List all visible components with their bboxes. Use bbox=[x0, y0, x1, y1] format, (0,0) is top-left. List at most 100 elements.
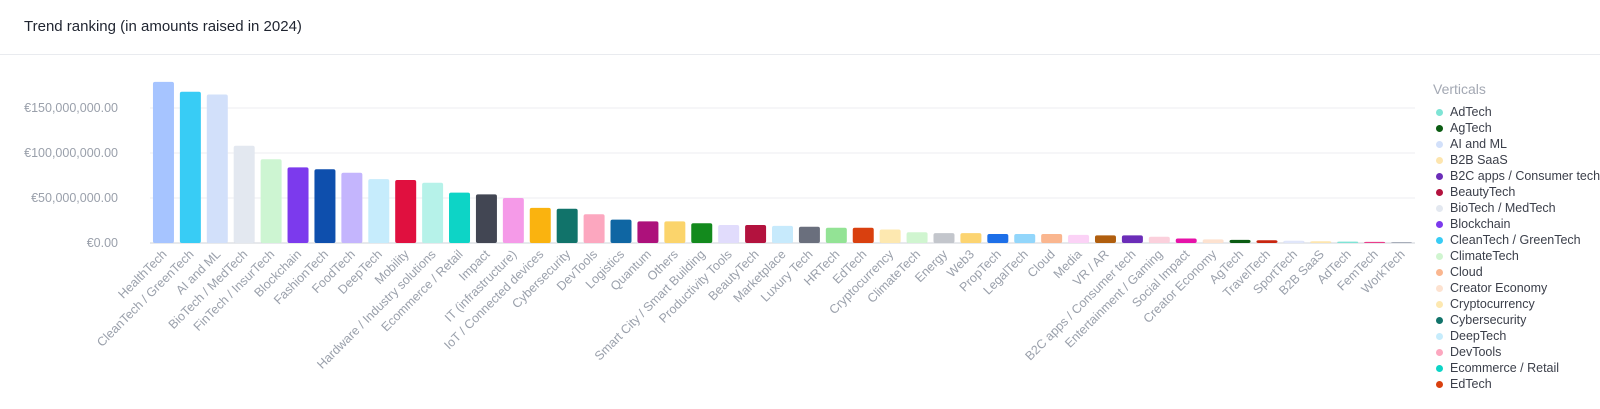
bar[interactable] bbox=[475, 194, 497, 243]
bar[interactable] bbox=[1068, 234, 1090, 243]
chart-header: Trend ranking (in amounts raised in 2024… bbox=[0, 0, 1600, 55]
legend-item-label: DevTools bbox=[1450, 345, 1502, 359]
legend-item[interactable]: BioTech / MedTech bbox=[1433, 200, 1600, 216]
legend-items: AdTech AgTech AI and ML B2B SaaS B2C apps / … bbox=[1433, 104, 1600, 392]
bar[interactable] bbox=[610, 219, 632, 243]
legend-dot-icon bbox=[1436, 252, 1443, 260]
legend-dot-icon bbox=[1436, 364, 1443, 372]
bar[interactable] bbox=[825, 227, 847, 243]
legend-title: Verticals bbox=[1433, 81, 1486, 97]
bar[interactable] bbox=[1041, 234, 1063, 243]
bar[interactable] bbox=[395, 180, 417, 243]
legend-item-label: Blockchain bbox=[1450, 217, 1511, 231]
bar[interactable] bbox=[260, 159, 282, 243]
legend: Verticals AdTech AgTech AI and ML B2B SaaS B… bbox=[1433, 80, 1600, 409]
legend-item-label: ClimateTech bbox=[1450, 249, 1519, 263]
chart-title: Trend ranking (in amounts raised in 2024… bbox=[24, 18, 302, 35]
bar[interactable] bbox=[1364, 241, 1386, 243]
bar[interactable] bbox=[422, 182, 444, 243]
legend-dot-icon bbox=[1436, 188, 1443, 196]
legend-item[interactable]: AgTech bbox=[1433, 120, 1600, 136]
legend-dot-icon bbox=[1436, 284, 1443, 292]
legend-item[interactable]: Ecommerce / Retail bbox=[1433, 360, 1600, 376]
bar[interactable] bbox=[314, 169, 336, 243]
bar[interactable] bbox=[206, 94, 228, 244]
legend-dot-icon bbox=[1436, 172, 1443, 180]
bar[interactable] bbox=[987, 234, 1009, 243]
legend-item[interactable]: DevTools bbox=[1433, 344, 1600, 360]
bar[interactable] bbox=[960, 233, 982, 243]
legend-item-label: Cloud bbox=[1450, 265, 1483, 279]
bar[interactable] bbox=[1148, 236, 1170, 243]
legend-item[interactable]: AdTech bbox=[1433, 104, 1600, 120]
legend-item[interactable]: B2C apps / Consumer tech bbox=[1433, 168, 1600, 184]
bar[interactable] bbox=[1256, 240, 1278, 243]
legend-item[interactable]: EdTech bbox=[1433, 376, 1600, 392]
bar[interactable] bbox=[1014, 234, 1036, 243]
legend-item[interactable]: Creator Economy bbox=[1433, 280, 1600, 296]
bar[interactable] bbox=[637, 221, 659, 243]
bar[interactable] bbox=[933, 233, 955, 243]
y-tick-label: €0.00 bbox=[87, 236, 118, 250]
bar[interactable] bbox=[529, 207, 551, 243]
legend-item-label: AI and ML bbox=[1450, 137, 1507, 151]
bar[interactable] bbox=[852, 227, 874, 243]
bar[interactable] bbox=[556, 208, 578, 243]
bar[interactable] bbox=[233, 145, 255, 243]
bar[interactable] bbox=[906, 232, 928, 243]
bar[interactable] bbox=[179, 91, 201, 243]
legend-item[interactable]: DeepTech bbox=[1433, 328, 1600, 344]
bar[interactable] bbox=[691, 223, 713, 243]
bar[interactable] bbox=[287, 167, 309, 243]
y-tick-label: €150,000,000.00 bbox=[24, 101, 118, 115]
legend-dot-icon bbox=[1436, 332, 1443, 340]
legend-item[interactable]: Blockchain bbox=[1433, 216, 1600, 232]
bar[interactable] bbox=[664, 221, 686, 243]
legend-dot-icon bbox=[1436, 236, 1443, 244]
bar[interactable] bbox=[1310, 241, 1332, 243]
legend-item-label: AdTech bbox=[1450, 105, 1492, 119]
bar[interactable] bbox=[1391, 242, 1413, 243]
bar[interactable] bbox=[1094, 235, 1116, 243]
legend-item[interactable]: ClimateTech bbox=[1433, 248, 1600, 264]
legend-item-label: Cybersecurity bbox=[1450, 313, 1527, 327]
bar[interactable] bbox=[1337, 241, 1359, 243]
legend-item[interactable]: B2B SaaS bbox=[1433, 152, 1600, 168]
y-tick-label: €100,000,000.00 bbox=[24, 146, 118, 160]
bar[interactable] bbox=[502, 198, 524, 243]
bar[interactable] bbox=[879, 229, 901, 244]
bar[interactable] bbox=[745, 225, 767, 243]
legend-item[interactable]: CleanTech / GreenTech bbox=[1433, 232, 1600, 248]
legend-dot-icon bbox=[1436, 156, 1443, 164]
bar[interactable] bbox=[1121, 235, 1143, 243]
legend-dot-icon bbox=[1436, 204, 1443, 212]
legend-dot-icon bbox=[1436, 316, 1443, 324]
legend-dot-icon bbox=[1436, 220, 1443, 228]
bar[interactable] bbox=[772, 225, 793, 243]
bar[interactable] bbox=[1283, 240, 1305, 243]
bar[interactable] bbox=[798, 226, 820, 243]
bar[interactable] bbox=[368, 179, 390, 243]
bar[interactable] bbox=[341, 172, 363, 243]
legend-item[interactable]: Cryptocurrency bbox=[1433, 296, 1600, 312]
bar[interactable] bbox=[152, 81, 174, 244]
legend-item[interactable]: Cloud bbox=[1433, 264, 1600, 280]
bar[interactable] bbox=[1229, 239, 1251, 243]
bar[interactable] bbox=[449, 192, 471, 243]
legend-item-label: BioTech / MedTech bbox=[1450, 201, 1556, 215]
bar[interactable] bbox=[718, 225, 740, 243]
bar-chart: €0.00 €50,000,000.00 €100,000,000.00 €150,0… bbox=[24, 81, 1415, 372]
bar[interactable] bbox=[583, 214, 605, 243]
legend-item-label: B2B SaaS bbox=[1450, 153, 1508, 167]
legend-item-label: EdTech bbox=[1450, 377, 1492, 391]
legend-item-label: Cryptocurrency bbox=[1450, 297, 1535, 311]
legend-dot-icon bbox=[1436, 348, 1443, 356]
legend-item[interactable]: Cybersecurity bbox=[1433, 312, 1600, 328]
legend-item-label: Creator Economy bbox=[1450, 281, 1548, 295]
legend-dot-icon bbox=[1436, 380, 1443, 388]
bar[interactable] bbox=[1175, 238, 1197, 244]
legend-dot-icon bbox=[1436, 300, 1443, 308]
legend-item[interactable]: AI and ML bbox=[1433, 136, 1600, 152]
bar[interactable] bbox=[1202, 239, 1224, 243]
legend-item[interactable]: BeautyTech bbox=[1433, 184, 1600, 200]
